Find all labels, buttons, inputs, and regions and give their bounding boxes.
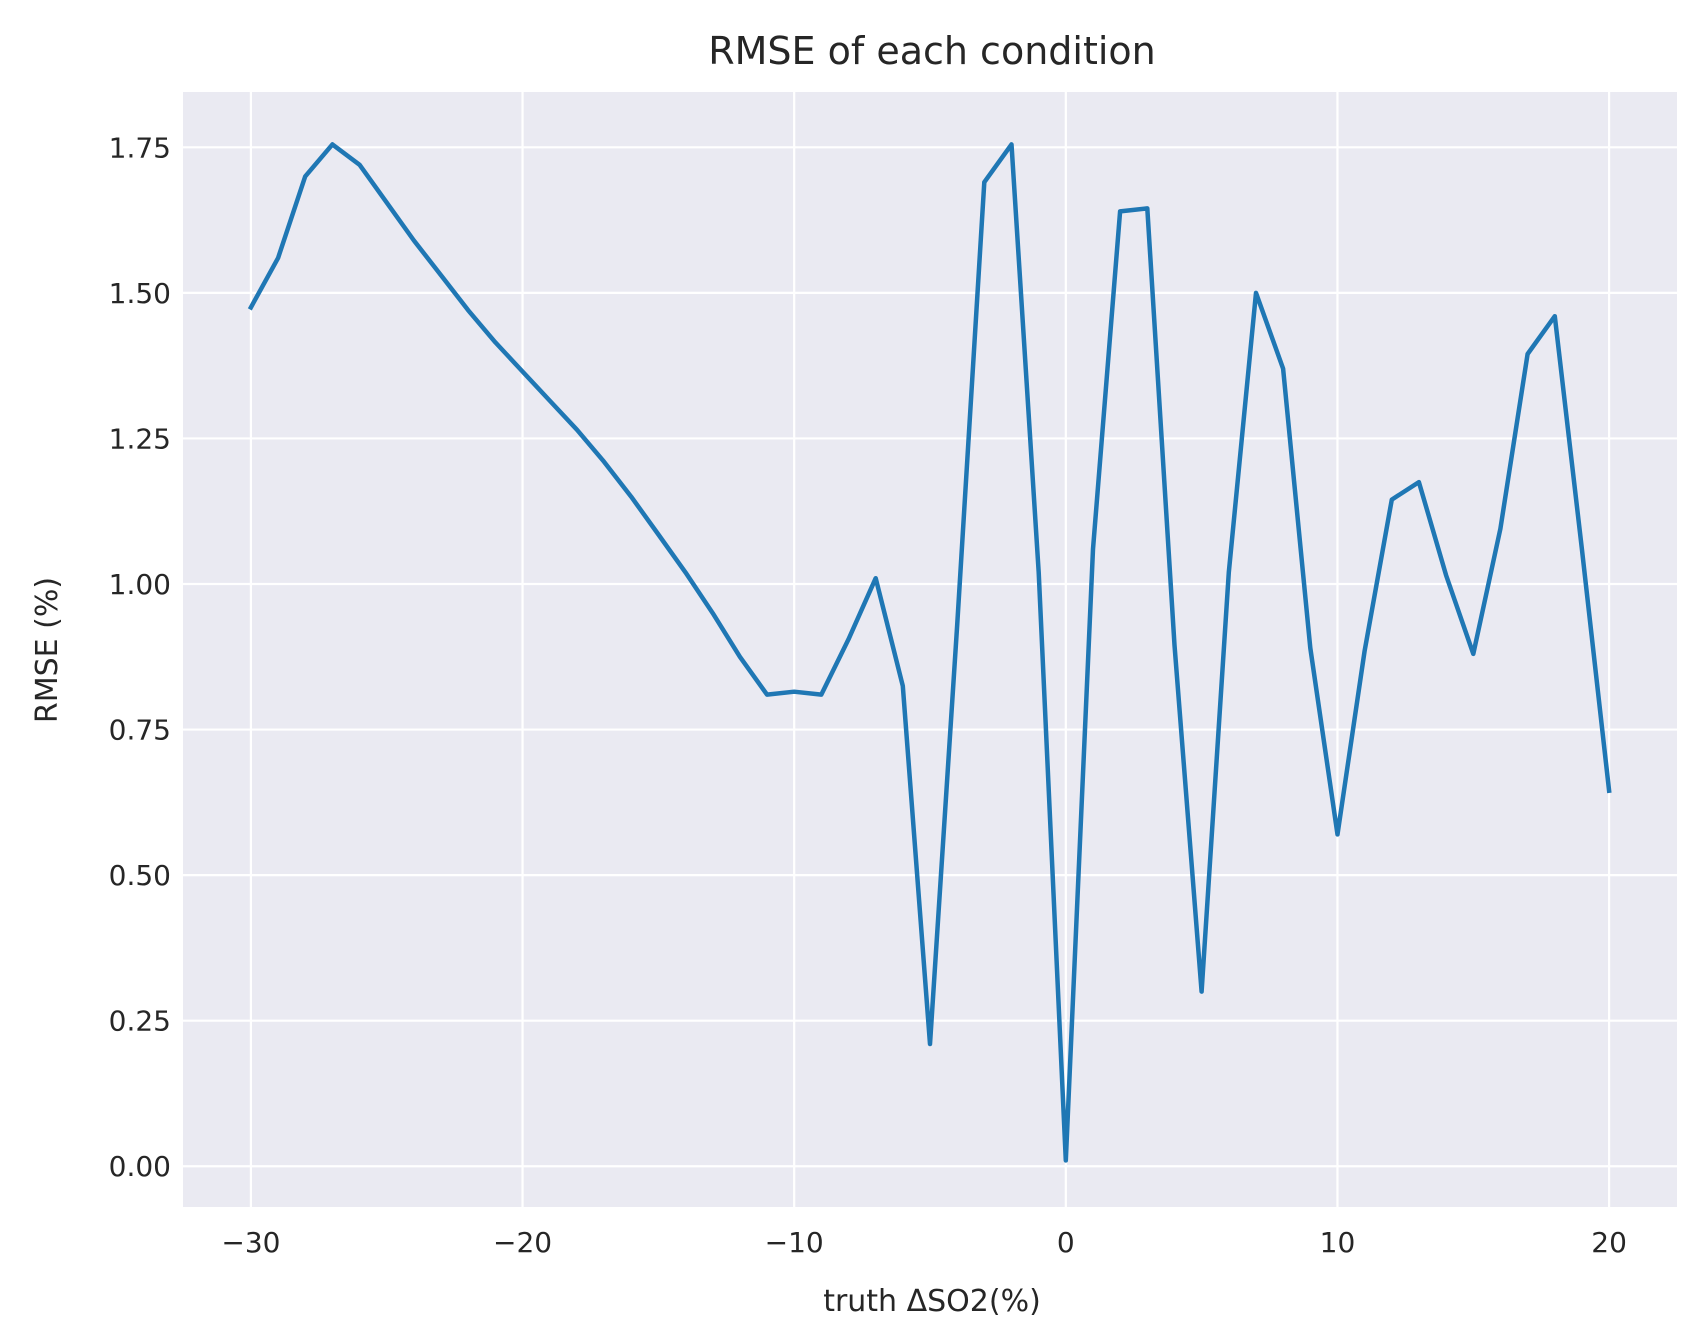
chart-title: RMSE of each condition	[708, 29, 1156, 73]
y-axis-label: RMSE (%)	[30, 577, 65, 723]
x-tick-label: 10	[1320, 1226, 1356, 1259]
rmse-series-line	[247, 142, 1612, 1163]
x-tick-label: −20	[493, 1226, 552, 1259]
x-axis-label: truth ΔSO2(%)	[823, 1284, 1041, 1319]
y-tick-label: 0.25	[109, 1005, 171, 1038]
x-tick-label: −30	[221, 1226, 280, 1259]
y-tick-label: 1.00	[109, 568, 171, 601]
x-tick-label: 0	[1057, 1226, 1075, 1259]
series-layer	[247, 142, 1612, 1163]
y-tick-label: 0.75	[109, 714, 171, 747]
y-tick-label: 0.00	[109, 1150, 171, 1183]
y-tick-label: 1.25	[109, 422, 171, 455]
x-tick-label: −10	[765, 1226, 824, 1259]
grid	[183, 92, 1677, 1207]
y-tick-label: 1.50	[109, 277, 171, 310]
y-tick-label: 0.50	[109, 859, 171, 892]
x-tick-label: 20	[1591, 1226, 1627, 1259]
y-axis-ticks: 0.00 0.25 0.50 0.75 1.00 1.25 1.50 1.75	[109, 131, 171, 1183]
y-tick-label: 1.75	[109, 131, 171, 164]
x-axis-ticks: −30 −20 −10 0 10 20	[221, 1226, 1627, 1259]
